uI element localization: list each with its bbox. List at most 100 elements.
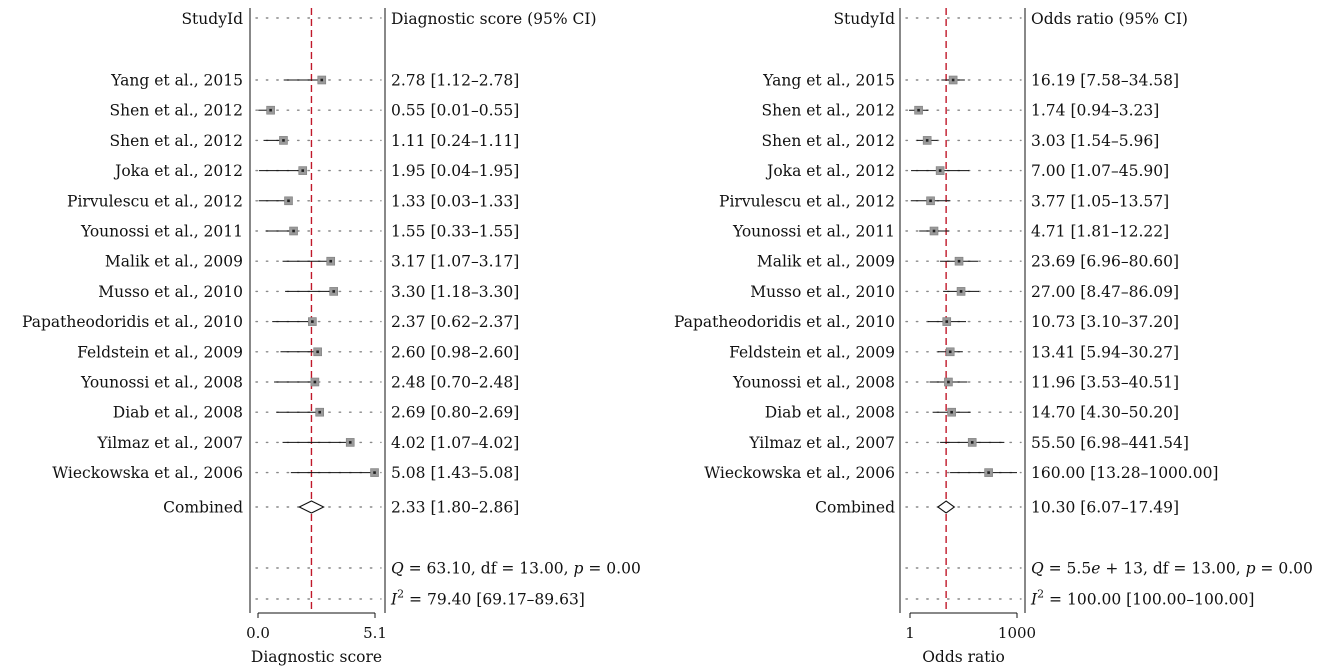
estimate-center [917,108,920,112]
combined-diamond [937,500,956,514]
estimate-center [318,410,322,414]
study-name: Pirvulescu et al., 2012 [719,192,895,210]
study-estimate-label: 16.19 [7.58–34.58] [1031,72,1179,90]
forest-plot-diagnostic-score: StudyId Diagnostic score (95% CI) Yang et … [22,8,641,666]
study-name: Malik et al., 2009 [105,253,243,271]
estimate-center [320,78,324,82]
study-estimate-label: 3.17 [1.07–3.17] [391,253,519,271]
estimate-center [938,169,942,172]
combined-label: Combined [815,499,895,517]
study-estimate-label: 4.02 [1.07–4.02] [391,434,519,452]
estimate-center [947,380,950,384]
estimate-center [269,108,272,112]
study-name: Joka et al., 2012 [113,162,243,180]
header-study-id: StudyId [833,10,895,28]
study-name: Shen et al., 2012 [110,102,243,120]
study-estimate-label: 1.95 [0.04–1.95] [391,162,519,180]
study-estimate-label: 13.41 [5.94–30.27] [1031,343,1179,361]
study-name: Shen et al., 2012 [762,102,895,120]
estimate-center [329,259,333,263]
x-tick-label: 1 [905,624,915,642]
heterogeneity-i2: I2 = 100.00 [100.00–100.00] [1030,588,1254,609]
study-name: Musso et al., 2010 [98,283,243,301]
estimate-center [292,229,295,233]
study-name: Younossi et al., 2011 [80,223,243,241]
estimate-center [332,290,336,293]
study-name: Diab et al., 2008 [113,404,243,422]
forest-plot-odds-ratio: StudyId Odds ratio (95% CI) Yang et al., 2… [674,8,1313,666]
study-estimate-label: 1.33 [0.03–1.33] [391,192,519,210]
combined-diamond [298,500,325,514]
estimate-center [301,169,305,172]
study-name: Malik et al., 2009 [757,253,895,271]
study-estimate-label: 2.37 [0.62–2.37] [391,313,519,331]
study-name: Yilmaz et al., 2007 [96,434,243,452]
study-name: Shen et al., 2012 [110,132,243,150]
estimate-center [951,78,955,82]
combined-estimate-label: 2.33 [1.80–2.86] [391,499,519,517]
heterogeneity-q: Q = 63.10, df = 13.00, p = 0.00 [391,560,641,578]
header-estimate: Diagnostic score (95% CI) [391,10,597,28]
estimate-center [287,199,290,203]
estimate-center [970,441,974,444]
study-name: Younossi et al., 2008 [732,374,895,392]
estimate-center [282,139,285,142]
x-tick-label: 1000 [998,624,1036,642]
x-tick-label: 5.1 [363,624,387,642]
study-estimate-label: 2.48 [0.70–2.48] [391,374,519,392]
study-name: Feldstein et al., 2009 [77,343,243,361]
study-name: Papatheodoridis et al., 2010 [22,313,243,331]
study-estimate-label: 27.00 [8.47–86.09] [1031,283,1179,301]
estimate-center [945,320,949,323]
study-name: Wieckowska et al., 2006 [52,464,243,482]
study-name: Feldstein et al., 2009 [729,343,895,361]
study-estimate-label: 3.30 [1.18–3.30] [391,283,519,301]
estimate-center [348,441,352,444]
heterogeneity-i2: I2 = 79.40 [69.17–89.63] [390,588,585,609]
estimate-center [316,350,319,354]
study-estimate-label: 4.71 [1.81–12.22] [1031,223,1169,241]
study-estimate-label: 1.11 [0.24–1.11] [391,132,519,150]
estimate-center [929,199,932,203]
study-name: Musso et al., 2010 [750,283,895,301]
estimate-center [313,380,317,384]
estimate-center [932,229,936,233]
study-name: Diab et al., 2008 [765,404,895,422]
study-estimate-label: 7.00 [1.07–45.90] [1031,162,1169,180]
study-estimate-label: 160.00 [13.28–1000.00] [1031,464,1218,482]
study-name: Pirvulescu et al., 2012 [67,192,243,210]
estimate-center [950,410,953,414]
study-estimate-label: 1.74 [0.94–3.23] [1031,102,1159,120]
estimate-center [311,320,314,323]
study-estimate-label: 3.77 [1.05–13.57] [1031,192,1169,210]
estimate-center [987,471,990,474]
study-name: Younossi et al., 2011 [732,223,895,241]
estimate-center [948,350,952,354]
x-tick-label: 0.0 [246,624,270,642]
study-name: Papatheodoridis et al., 2010 [674,313,895,331]
study-name: Yang et al., 2015 [762,72,895,90]
study-name: Wieckowska et al., 2006 [704,464,895,482]
combined-estimate-label: 10.30 [6.07–17.49] [1031,499,1179,517]
estimate-center [925,139,929,142]
study-estimate-label: 3.03 [1.54–5.96] [1031,132,1159,150]
study-name: Yilmaz et al., 2007 [748,434,895,452]
study-estimate-label: 2.60 [0.98–2.60] [391,343,519,361]
study-estimate-label: 14.70 [4.30–50.20] [1031,404,1179,422]
header-estimate: Odds ratio (95% CI) [1031,10,1188,28]
study-estimate-label: 1.55 [0.33–1.55] [391,223,519,241]
study-estimate-label: 11.96 [3.53–40.51] [1031,374,1179,392]
estimate-center [373,471,376,474]
study-name: Shen et al., 2012 [762,132,895,150]
header-study-id: StudyId [181,10,243,28]
study-estimate-label: 5.08 [1.43–5.08] [391,464,519,482]
study-estimate-label: 55.50 [6.98–441.54] [1031,434,1189,452]
study-estimate-label: 10.73 [3.10–37.20] [1031,313,1179,331]
combined-label: Combined [163,499,243,517]
study-estimate-label: 2.78 [1.12–2.78] [391,72,519,90]
x-axis-title: Diagnostic score [251,648,382,666]
estimate-center [957,259,961,263]
estimate-center [959,290,963,293]
study-name: Yang et al., 2015 [110,72,243,90]
